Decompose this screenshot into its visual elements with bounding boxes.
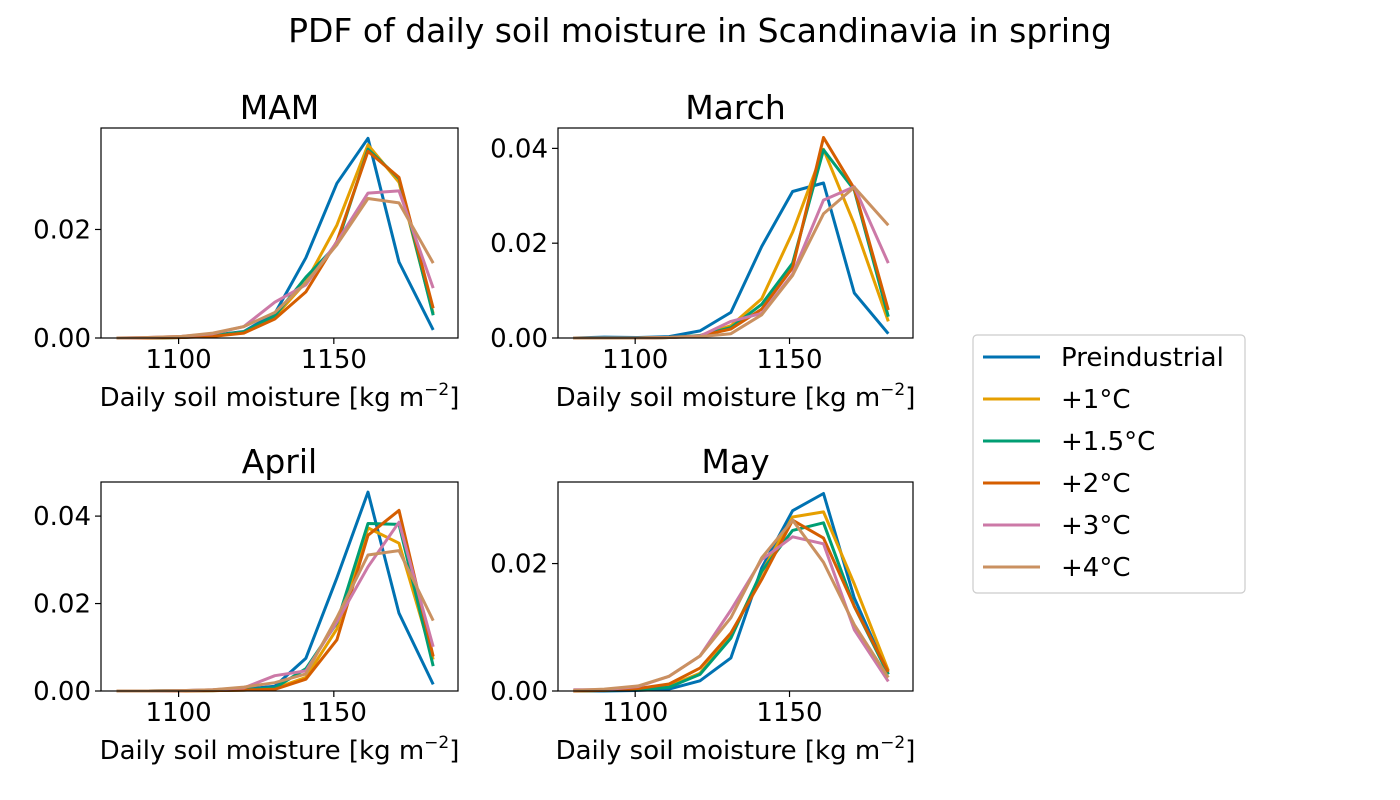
legend-frame xyxy=(972,334,1246,594)
series-line-2-c xyxy=(573,136,890,340)
y-tick-label: 0.00 xyxy=(33,324,91,354)
series-line-4-c xyxy=(116,197,435,340)
x-axis-label: Daily soil moisture [kg m−2] xyxy=(556,733,916,766)
legend-label: +2°C xyxy=(1061,469,1130,499)
series-line-3-c xyxy=(573,185,890,340)
x-tick-label: 1100 xyxy=(602,345,668,375)
series-line-2-c xyxy=(116,149,435,340)
legend-label: +1.5°C xyxy=(1061,427,1155,457)
series-line-4-c xyxy=(116,549,435,693)
series-line-1-c xyxy=(116,143,435,340)
subplot-mam: MAM 1100 1150 0.00 0.02 Daily soil moisture [… xyxy=(33,88,459,413)
y-tick-label: 0.02 xyxy=(33,215,91,245)
x-tick-label: 1100 xyxy=(146,345,212,375)
series-line-4-c xyxy=(573,518,890,692)
legend-item-1-c: +1°C xyxy=(983,385,1130,415)
legend-item-1-5-c: +1.5°C xyxy=(983,427,1155,457)
series-line-3-c xyxy=(573,535,890,692)
x-tick-label: 1150 xyxy=(301,698,367,728)
x-tick-label: 1150 xyxy=(756,345,822,375)
plot-frame xyxy=(557,127,914,339)
y-tick-label: 0.00 xyxy=(33,677,91,707)
y-tick-label: 0.02 xyxy=(490,550,548,580)
legend-entries: Preindustrial +1°C +1.5°C +2°C +3°C +4°C xyxy=(983,343,1224,583)
legend-label: +4°C xyxy=(1061,553,1130,583)
subplot-title: March xyxy=(685,88,786,127)
legend-label: Preindustrial xyxy=(1061,343,1224,373)
x-tick-label: 1100 xyxy=(602,698,668,728)
legend-item-3-c: +3°C xyxy=(983,511,1130,541)
plot-frame xyxy=(100,127,459,339)
subplot-title: April xyxy=(242,442,317,481)
x-axis-label: Daily soil moisture [kg m−2] xyxy=(100,733,460,766)
legend-label: +1°C xyxy=(1061,385,1130,415)
y-tick-label: 0.04 xyxy=(490,134,548,164)
series-line-2-c xyxy=(573,518,890,693)
legend-label: +3°C xyxy=(1061,511,1130,541)
series-line-preindustrial xyxy=(573,181,890,340)
figure-title: PDF of daily soil moisture in Scandinavi… xyxy=(288,11,1112,50)
y-tick-label: 0.00 xyxy=(490,324,548,354)
series-line-4-c xyxy=(573,185,890,340)
subplot-title: May xyxy=(701,442,769,481)
x-axis-label: Daily soil moisture [kg m−2] xyxy=(100,380,460,413)
y-tick-label: 0.04 xyxy=(33,502,91,532)
subplot-title: MAM xyxy=(240,88,320,127)
x-tick-label: 1150 xyxy=(301,345,367,375)
series-line-1-c xyxy=(573,510,890,693)
subplot-grid: MAM 1100 1150 0.00 0.02 Daily soil moisture [… xyxy=(33,88,915,766)
series-line-1-5-c xyxy=(116,522,435,693)
plot-frame xyxy=(100,481,459,692)
x-tick-label: 1150 xyxy=(756,698,822,728)
y-tick-label: 0.02 xyxy=(490,229,548,259)
y-tick-label: 0.00 xyxy=(490,677,548,707)
y-tick-label: 0.02 xyxy=(33,590,91,620)
legend: Preindustrial +1°C +1.5°C +2°C +3°C +4°C xyxy=(972,334,1246,594)
x-tick-label: 1100 xyxy=(146,698,212,728)
subplot-march: March 1100 1150 0.00 0.02 0.04 Daily soil mois… xyxy=(490,88,915,413)
series-line-3-c xyxy=(116,520,435,693)
x-axis-label: Daily soil moisture [kg m−2] xyxy=(556,380,916,413)
subplot-may: May 1100 1150 0.00 0.02 Daily soil moisture [… xyxy=(490,442,915,766)
legend-item-4-c: +4°C xyxy=(983,553,1130,583)
subplot-april: April 1100 1150 0.00 0.02 0.04 Daily soil mois… xyxy=(33,442,459,766)
legend-item-preindustrial: Preindustrial xyxy=(983,343,1224,373)
plot-frame xyxy=(557,481,914,692)
legend-item-2-c: +2°C xyxy=(983,469,1130,499)
series-line-1-5-c xyxy=(116,147,435,340)
